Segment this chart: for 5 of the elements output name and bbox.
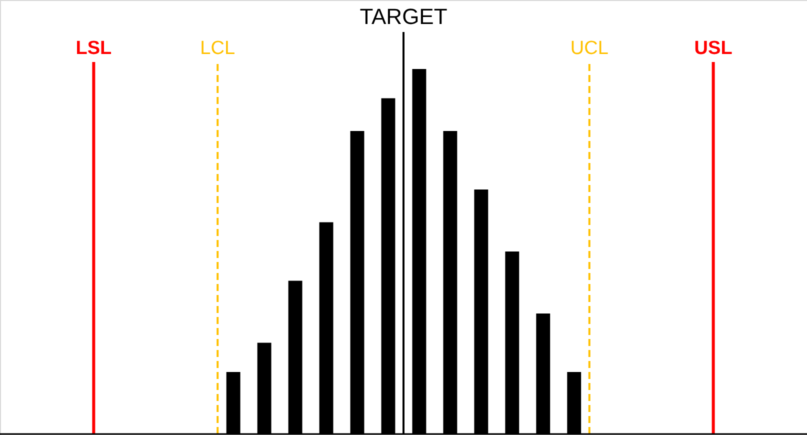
x-tick-label: LSL (76, 38, 112, 59)
x-tick-label: UCL (570, 38, 608, 59)
x-tick-label: LCL (200, 38, 236, 59)
x-tick-label: TARGET (360, 4, 448, 29)
x-tick-label: USL (694, 38, 733, 59)
